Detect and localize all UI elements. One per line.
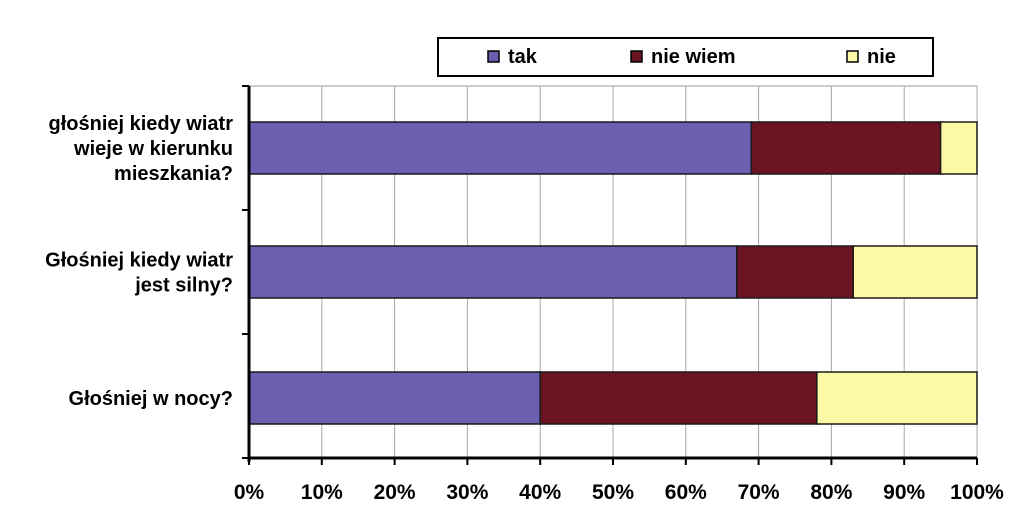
- bar-segment-nie: [816, 371, 978, 425]
- legend: tak nie wiem nie: [437, 37, 934, 77]
- category-label-line: Głośniej w nocy?: [69, 388, 233, 410]
- category-label: głośniej kiedy wiatr wieje w kierunku mies…: [48, 113, 233, 185]
- legend-label: tak: [508, 46, 538, 68]
- x-tick-label: 70%: [738, 481, 780, 504]
- x-tick-label: 40%: [519, 481, 561, 504]
- legend-label: nie wiem: [651, 46, 735, 68]
- category-label-line: jest silny?: [134, 275, 233, 297]
- x-tick-label: 90%: [883, 481, 925, 504]
- bar-segment-nie-wiem: [750, 121, 942, 175]
- x-tick-label: 100%: [950, 481, 1004, 504]
- x-tick-label: 80%: [810, 481, 852, 504]
- axes: [242, 85, 978, 465]
- category-label-line: głośniej kiedy wiatr: [48, 113, 233, 135]
- bar-segment-nie-wiem: [736, 245, 854, 299]
- labels: 0% 10% 20% 30% 40% 50% 60% 70% 80% 90% 100% głośnie…: [45, 113, 1004, 504]
- legend-box: [437, 37, 934, 77]
- x-tick-label: 20%: [374, 481, 416, 504]
- bar-segment-nie: [852, 245, 978, 299]
- x-tick-label: 30%: [446, 481, 488, 504]
- category-label: Głośniej w nocy?: [69, 388, 233, 410]
- bar-segment-nie: [939, 121, 978, 175]
- category-label-line: mieszkania?: [114, 163, 233, 185]
- bar-segment-tak: [248, 245, 738, 299]
- bars: [248, 121, 978, 425]
- category-label-line: Głośniej kiedy wiatr: [45, 250, 233, 272]
- x-tick-label: 50%: [592, 481, 634, 504]
- legend-swatch: [630, 50, 643, 63]
- x-tick-label: 10%: [301, 481, 343, 504]
- category-label-line: wieje w kierunku: [73, 138, 233, 160]
- bar-segment-nie-wiem: [539, 371, 818, 425]
- bar-segment-tak: [248, 371, 541, 425]
- legend-swatch: [487, 50, 500, 63]
- legend-label: nie: [867, 46, 896, 68]
- legend-swatch: [846, 50, 859, 63]
- bar-segment-tak: [248, 121, 753, 175]
- category-label: Głośniej kiedy wiatr jest silny?: [45, 250, 233, 297]
- x-tick-label: 0%: [234, 481, 265, 504]
- x-tick-label: 60%: [665, 481, 707, 504]
